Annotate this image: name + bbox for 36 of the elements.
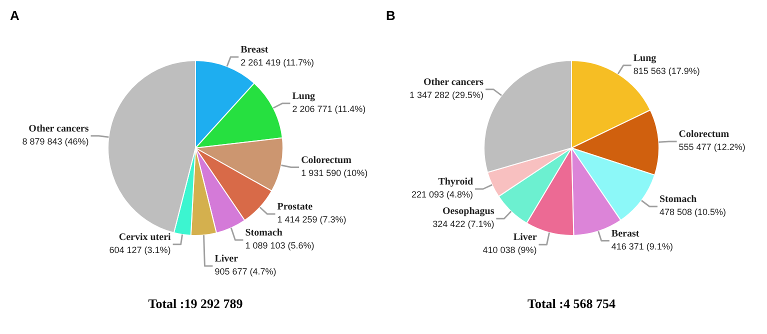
slice-label: Lung — [292, 90, 316, 102]
data-label: 2 261 419 (11.7%) — [240, 58, 314, 68]
slice-label: Other cancers — [28, 123, 89, 134]
slice-label: Stomach — [245, 228, 283, 239]
data-label: 815 563 (17.9%) — [633, 66, 700, 76]
data-label: 410 038 (9%) — [482, 245, 537, 256]
slice-label: Lung — [633, 53, 656, 64]
slice-label: Oesophagus — [442, 206, 494, 218]
text: Total :4 568 754 — [526, 296, 616, 312]
data-label: 1 347 282 (29.5%) — [409, 90, 484, 100]
slice-label: Liver — [513, 232, 538, 244]
data-label: 324 422 (7.1%) — [432, 219, 494, 230]
chart-title: B — [386, 8, 396, 23]
slice-label: Colorectum — [678, 129, 730, 140]
data-label: 555 477 (12.2%) — [678, 142, 746, 152]
data-label: 2 206 771 (11.4%) — [292, 104, 366, 114]
chart-title: A — [10, 8, 20, 23]
data-label: 604 127 (3.1%) — [109, 244, 171, 255]
data-label: 905 677 (4.7%) — [214, 266, 276, 276]
data-label: 1 089 103 (5.6%) — [245, 240, 314, 250]
data-label: 1 414 259 (7.3%) — [277, 214, 346, 224]
data-label: 8 879 843 (46%) — [22, 136, 89, 146]
slice-label: Thyroid — [438, 176, 474, 188]
slice-label: Cervix uteri — [118, 232, 172, 243]
slice-label: Prostate — [277, 202, 314, 213]
slice-label: Other cancers — [423, 77, 484, 88]
data-label: 1 931 590 (10%) — [301, 168, 368, 178]
slice-label: Liver — [214, 254, 239, 265]
data-label: 478 508 (10.5%) — [659, 207, 726, 218]
text: Total :19 292 789 — [147, 296, 244, 312]
slice-label: Berast — [611, 228, 640, 240]
data-label: 221 093 (4.8%) — [411, 189, 474, 200]
slice-label: Colorectum — [301, 154, 352, 166]
data-label: 416 371 (9.1%) — [611, 241, 673, 252]
slice-label: Stomach — [659, 194, 698, 206]
slice-label: Breast — [240, 44, 269, 56]
